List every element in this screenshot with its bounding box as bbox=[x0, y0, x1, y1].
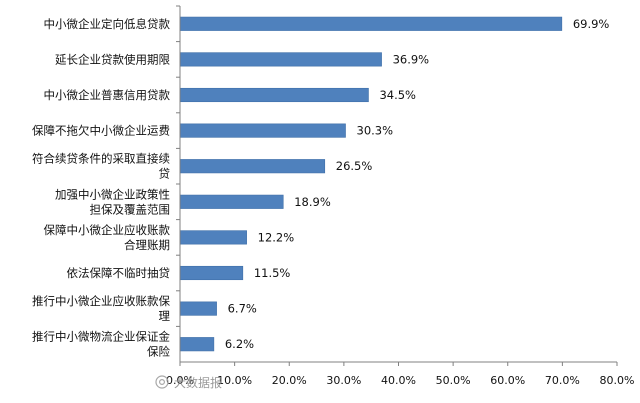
data-label: 6.2% bbox=[225, 337, 254, 351]
category-label: 延长企业贷款使用期限 bbox=[55, 52, 170, 66]
category-label: 保险 bbox=[147, 345, 170, 359]
data-label: 26.5% bbox=[336, 159, 373, 173]
x-tick-label: 70.0% bbox=[545, 374, 580, 387]
category-label: 符合续贷条件的采取直接续 bbox=[32, 152, 170, 166]
bar bbox=[179, 16, 563, 31]
category-label: 中小微企业定向低息贷款 bbox=[44, 17, 171, 31]
x-tick-label: 50.0% bbox=[436, 374, 471, 387]
category-label: 推行中小微企业应收账款保 bbox=[32, 294, 170, 308]
x-tick-label: 0.0% bbox=[166, 374, 194, 387]
camera-icon bbox=[155, 375, 169, 389]
data-label: 18.9% bbox=[294, 195, 331, 209]
bar bbox=[179, 87, 369, 103]
data-label: 11.5% bbox=[254, 266, 291, 280]
x-tick-label: 20.0% bbox=[272, 374, 307, 387]
category-label: 加强中小微企业政策性 bbox=[55, 187, 170, 201]
data-label: 30.3% bbox=[357, 124, 394, 138]
axes-group bbox=[176, 5, 618, 366]
category-label: 中小微企业普惠信用贷款 bbox=[44, 88, 171, 102]
bar bbox=[179, 123, 346, 138]
category-label: 依法保障不临时抽贷 bbox=[67, 266, 171, 280]
category-label: 推行中小微物流企业保证金 bbox=[32, 330, 170, 344]
x-tick-label: 30.0% bbox=[326, 374, 361, 387]
x-tick-label: 80.0% bbox=[600, 374, 635, 387]
tick-labels-group: 0.0% 10.0% 20.0% 30.0% 40.0% 50.0% 60.0% 70.0% 8… bbox=[166, 374, 634, 387]
category-label: 合理账期 bbox=[124, 238, 170, 252]
category-label: 贷 bbox=[159, 167, 171, 181]
data-label: 12.2% bbox=[258, 230, 295, 244]
bar bbox=[179, 265, 244, 281]
bar bbox=[179, 159, 326, 174]
value-labels-group: 69.9% 36.9% 34.5% 30.3% 26.5% 18.9% 12.2% 11.5%… bbox=[225, 17, 610, 351]
category-label: 理 bbox=[159, 309, 171, 323]
category-label: 保障中小微企业应收账款 bbox=[44, 223, 171, 237]
bar bbox=[179, 52, 382, 67]
data-label: 36.9% bbox=[393, 52, 430, 66]
bar bbox=[179, 301, 217, 316]
category-label: 保障不拖欠中小微企业运费 bbox=[32, 124, 170, 138]
data-label: 69.9% bbox=[573, 17, 610, 31]
x-tick-label: 10.0% bbox=[217, 374, 252, 387]
category-labels-group: 中小微企业定向低息贷款延长企业贷款使用期限中小微企业普惠信用贷款保障不拖欠中小微… bbox=[32, 17, 171, 359]
bar bbox=[179, 194, 284, 209]
data-label: 6.7% bbox=[228, 302, 257, 316]
bar bbox=[179, 230, 247, 245]
x-tick-label: 40.0% bbox=[381, 374, 416, 387]
bar bbox=[179, 337, 215, 352]
data-label: 34.5% bbox=[379, 88, 416, 102]
watermark: 大数据报 bbox=[155, 375, 222, 390]
x-tick-label: 60.0% bbox=[490, 374, 525, 387]
category-label: 担保及覆盖范围 bbox=[90, 202, 171, 216]
watermark-text: 大数据报 bbox=[174, 375, 222, 390]
